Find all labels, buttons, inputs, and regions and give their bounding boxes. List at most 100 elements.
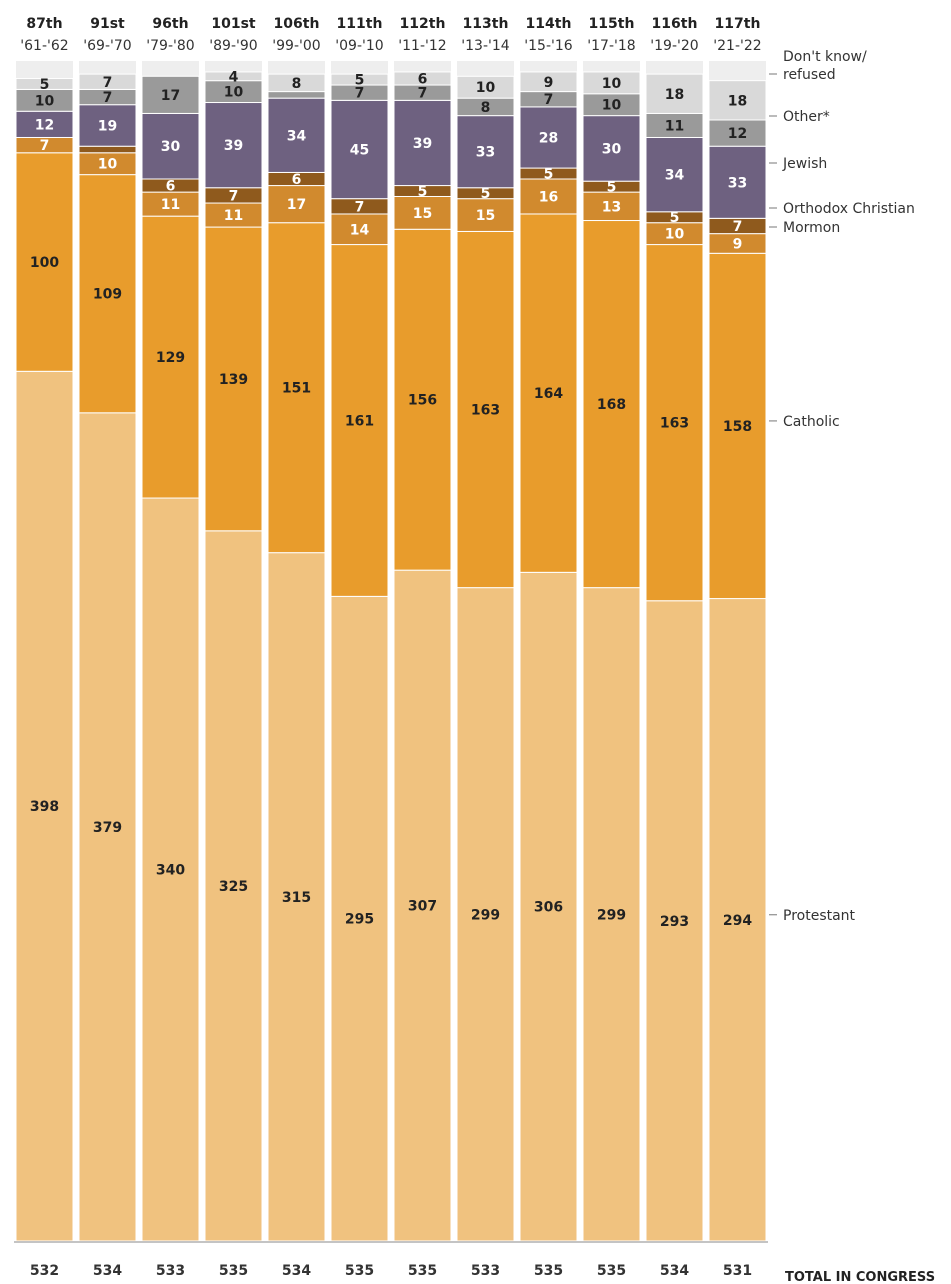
total-label: 535 <box>345 1263 374 1279</box>
data-label: 10 <box>98 157 118 173</box>
congress-number-label: 106th <box>274 16 320 32</box>
legend-label: refused <box>783 67 836 83</box>
bar-segment-protestant <box>15 370 74 1242</box>
data-label: 16 <box>539 189 558 205</box>
bar-segment-mormon <box>267 185 326 224</box>
congress-number-label: 96th <box>152 16 188 32</box>
data-label: 163 <box>471 403 500 419</box>
data-label: 19 <box>98 118 117 134</box>
congress-number-label: 112th <box>400 16 446 32</box>
bar-segment-jewish <box>78 104 137 147</box>
bar-segment-other <box>141 75 200 114</box>
data-label: 7 <box>733 219 743 235</box>
data-label: 18 <box>728 93 747 109</box>
bar-segment-protestant <box>708 598 767 1242</box>
data-label: 11 <box>161 197 180 213</box>
bar-segment-jewish <box>393 99 452 187</box>
data-label: 109 <box>93 287 122 303</box>
legend-label: Mormon <box>783 220 840 236</box>
data-label: 307 <box>408 899 437 915</box>
bar-segment-catholic <box>456 230 515 589</box>
data-label: 398 <box>30 799 59 815</box>
data-label: 39 <box>224 138 243 154</box>
data-label: 5 <box>481 186 491 202</box>
data-label: 151 <box>282 381 311 397</box>
data-label: 340 <box>156 863 185 879</box>
data-label: 5 <box>40 77 50 93</box>
total-label: 534 <box>282 1263 311 1279</box>
total-label: 531 <box>723 1263 752 1279</box>
data-label: 12 <box>728 126 747 142</box>
congress-number-label: 111th <box>337 16 383 32</box>
data-label: 11 <box>224 208 243 224</box>
data-label: 6 <box>292 172 302 188</box>
data-label: 163 <box>660 416 689 432</box>
bar-segment-don-t-know-refused <box>519 71 578 93</box>
bar-segment-protestant <box>141 497 200 1242</box>
data-label: 17 <box>287 197 306 213</box>
bar-segment-catholic <box>267 222 326 554</box>
bar-segment-don-t-know-refused <box>15 77 74 90</box>
bar-segment-jewish <box>141 112 200 180</box>
data-label: 15 <box>476 208 495 224</box>
data-label: 10 <box>476 80 496 96</box>
bar-segment-mormon <box>582 191 641 222</box>
data-label: 6 <box>166 179 176 195</box>
bar-segment-catholic <box>141 215 200 499</box>
data-label: 7 <box>229 188 239 204</box>
legend-label: Protestant <box>783 908 856 924</box>
bar-segment-don-t-know-refused <box>582 71 641 95</box>
bar-segment-jewish <box>330 99 389 200</box>
bar-segment-don-t-know-refused <box>393 71 452 86</box>
bar-segment-orthodox-christian <box>78 145 137 154</box>
data-label: 158 <box>723 419 752 435</box>
data-label: 161 <box>345 413 374 429</box>
data-label: 100 <box>30 255 59 271</box>
data-label: 34 <box>665 168 685 184</box>
data-label: 10 <box>224 85 244 101</box>
bar-segment-protestant <box>645 600 704 1242</box>
bar-segment-don-t-know-refused <box>708 80 767 121</box>
data-label: 33 <box>476 145 495 161</box>
data-label: 39 <box>413 136 432 152</box>
data-label: 11 <box>665 118 684 134</box>
congress-number-label: 115th <box>589 16 635 32</box>
bar-segment-other <box>708 119 767 147</box>
data-label: 9 <box>733 236 743 252</box>
bar-segment-protestant <box>267 552 326 1242</box>
data-label: 379 <box>93 820 122 836</box>
congress-number-label: 101st <box>211 16 256 32</box>
legend-label: Orthodox Christian <box>783 201 915 217</box>
data-label: 294 <box>723 913 752 929</box>
total-label: 535 <box>534 1263 563 1279</box>
bar-segment-jewish <box>645 136 704 213</box>
data-label: 8 <box>292 76 302 92</box>
data-label: 28 <box>539 130 558 146</box>
data-label: 129 <box>156 350 185 366</box>
bar-segment-don-t-know-refused <box>330 73 389 86</box>
data-label: 293 <box>660 914 689 930</box>
data-label: 10 <box>602 76 622 92</box>
bar-segment-protestant <box>330 595 389 1242</box>
bar-segment-protestant <box>519 571 578 1242</box>
bar-segment-jewish <box>456 115 515 189</box>
data-label: 15 <box>413 206 432 222</box>
data-label: 5 <box>544 167 554 183</box>
total-label: 534 <box>660 1263 689 1279</box>
total-label: 535 <box>597 1263 626 1279</box>
bar-segment-mormon <box>393 195 452 230</box>
congress-number-label: 113th <box>463 16 509 32</box>
bar-segment-catholic <box>78 174 137 414</box>
congress-years-label: '09-'10 <box>335 38 383 54</box>
congress-years-label: '15-'16 <box>524 38 572 54</box>
bar-segment-catholic <box>708 252 767 600</box>
congress-years-label: '99-'00 <box>272 38 320 54</box>
legend-label: Jewish <box>782 156 827 172</box>
congress-years-label: '21-'22 <box>713 38 761 54</box>
data-label: 10 <box>602 98 622 114</box>
data-label: 5 <box>355 73 365 89</box>
bar-segment-jewish <box>519 106 578 169</box>
congress-years-label: '13-'14 <box>461 38 509 54</box>
bar-segment-catholic <box>393 228 452 571</box>
